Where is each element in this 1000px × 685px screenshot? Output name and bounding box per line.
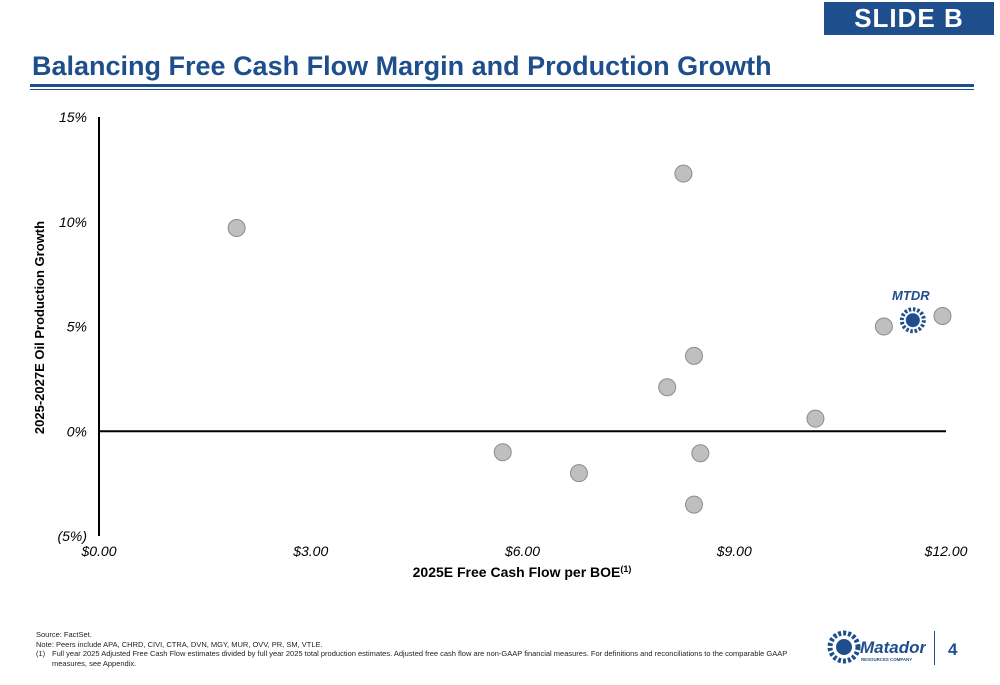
peer-data-point: [569, 464, 588, 483]
peer-data-point: [933, 307, 952, 326]
peer-data-point: [806, 409, 825, 428]
footnote-text: Full year 2025 Adjusted Free Cash Flow e…: [52, 649, 788, 668]
slide-tag: SLIDE B: [824, 2, 994, 35]
peer-data-point: [227, 219, 246, 238]
x-tick-label: $9.00: [716, 543, 752, 559]
x-tick-label: $12.00: [924, 543, 968, 559]
mtdr-data-point: [905, 313, 920, 328]
y-tick-label: (5%): [57, 528, 87, 544]
peer-data-point: [658, 378, 677, 397]
footnote-number: (1): [36, 649, 46, 658]
source-note: Source: FactSet.: [36, 630, 92, 639]
x-axis-label: 2025E Free Cash Flow per BOE(1): [413, 564, 632, 580]
scatter-chart: (5%) 0% 5% 10% 15% $0.00 $3.00 $6.00 $9.00 $12.00…: [32, 109, 968, 580]
logo-wordmark: Matador: [860, 638, 926, 657]
matador-logo: Matador RESOURCES COMPANY: [827, 630, 926, 664]
x-tick-label: $0.00: [80, 543, 116, 559]
y-axis-label: 2025-2027E Oil Production Growth: [32, 221, 47, 434]
y-tick-label: 5%: [67, 319, 87, 335]
logo-emblem-icon: [827, 630, 861, 664]
peer-data-point: [691, 444, 710, 463]
peer-data-point: [685, 495, 704, 514]
logo-subtitle: RESOURCES COMPANY: [861, 657, 912, 662]
page-title: Balancing Free Cash Flow Margin and Prod…: [32, 51, 772, 81]
title-rule-thick: [30, 84, 974, 87]
page-number: 4: [948, 640, 958, 659]
peers-note: Note: Peers include APA, CHRD, CIVI, CTR…: [36, 639, 323, 649]
y-tick-label: 10%: [59, 214, 87, 230]
peer-data-point: [874, 317, 893, 336]
x-axis-label-superscript: (1): [620, 564, 631, 574]
title-rule-thin: [30, 89, 974, 90]
x-tick-label: $6.00: [504, 543, 540, 559]
peer-data-point: [685, 346, 704, 365]
y-tick-label: 0%: [67, 423, 87, 439]
footer-notes: Source: FactSet. Note: Peers include APA…: [36, 630, 816, 668]
y-tick-label: 15%: [59, 109, 87, 125]
mtdr-point-label: MTDR: [892, 288, 930, 303]
peer-data-point: [674, 164, 693, 183]
peer-data-point: [493, 443, 512, 462]
logo-divider: [934, 631, 935, 665]
footnote: (1) Full year 2025 Adjusted Free Cash Fl…: [36, 649, 816, 668]
x-tick-label: $3.00: [292, 543, 328, 559]
mtdr-data-point-ring: [899, 307, 926, 334]
